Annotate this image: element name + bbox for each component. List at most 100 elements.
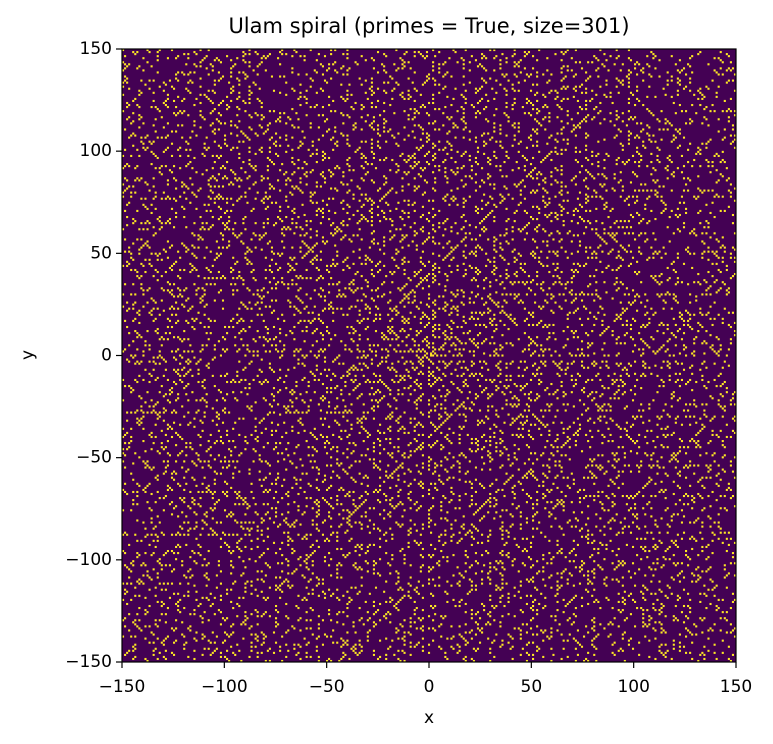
prime-cell — [395, 570, 398, 573]
prime-cell — [348, 372, 351, 375]
prime-cell — [228, 411, 231, 414]
prime-cell — [489, 175, 492, 178]
prime-cell — [623, 220, 626, 223]
prime-cell — [409, 417, 412, 420]
prime-cell — [587, 529, 590, 532]
prime-cell — [315, 185, 318, 188]
prime-cell — [340, 462, 343, 465]
prime-cell — [548, 429, 551, 432]
prime-cell — [421, 433, 424, 436]
prime-cell — [240, 497, 243, 500]
prime-cell — [415, 378, 418, 382]
prime-cell — [638, 234, 641, 237]
prime-cell — [319, 332, 322, 335]
prime-cell — [578, 423, 582, 426]
prime-cell — [248, 163, 251, 166]
prime-cell — [585, 307, 588, 310]
prime-cell — [344, 531, 347, 534]
prime-cell — [552, 556, 555, 559]
prime-cell — [589, 246, 592, 249]
prime-cell — [328, 303, 331, 306]
prime-cell — [634, 319, 637, 322]
prime-cell — [244, 435, 247, 439]
prime-cell — [458, 413, 461, 416]
prime-cell — [558, 281, 561, 284]
prime-cell — [456, 244, 459, 247]
prime-cell — [587, 464, 590, 467]
prime-cell — [401, 189, 404, 192]
prime-cell — [385, 140, 388, 143]
prime-cell — [540, 262, 543, 265]
prime-cell — [323, 295, 327, 298]
prime-cell — [642, 189, 645, 192]
prime-cell — [238, 380, 241, 384]
prime-cell — [476, 395, 480, 398]
prime-cell — [644, 574, 647, 577]
prime-cell — [432, 268, 435, 272]
prime-cell — [556, 218, 559, 221]
prime-cell — [456, 407, 459, 410]
prime-cell — [364, 356, 367, 359]
prime-cell — [399, 289, 402, 292]
prime-cell — [389, 307, 392, 310]
prime-cell — [562, 509, 565, 512]
prime-cell — [270, 201, 273, 204]
prime-cell — [295, 397, 298, 400]
prime-cell — [517, 570, 520, 573]
prime-cell — [348, 495, 351, 498]
prime-cell — [605, 205, 608, 208]
prime-cell — [593, 539, 596, 542]
prime-cell — [536, 246, 539, 249]
prime-cell — [387, 301, 390, 304]
prime-cell — [297, 533, 300, 536]
prime-cell — [283, 234, 286, 237]
prime-cell — [599, 415, 602, 418]
prime-cell — [613, 177, 616, 180]
prime-cell — [444, 354, 447, 357]
prime-cell — [644, 183, 647, 186]
prime-cell — [554, 505, 557, 508]
prime-cell — [576, 433, 579, 436]
prime-cell — [283, 421, 286, 424]
prime-cell — [544, 409, 547, 412]
prime-cell — [466, 470, 469, 473]
prime-cell — [495, 490, 498, 494]
prime-cell — [336, 254, 339, 257]
prime-cell — [226, 246, 229, 249]
prime-cell — [499, 140, 502, 143]
prime-cell — [558, 374, 561, 377]
prime-cell — [272, 448, 276, 451]
prime-cell — [419, 301, 422, 304]
prime-cell — [419, 167, 422, 170]
prime-cell — [603, 232, 606, 235]
prime-cell — [311, 543, 314, 546]
prime-cell — [583, 354, 586, 357]
prime-cell — [574, 382, 577, 386]
prime-cell — [572, 177, 575, 180]
prime-cell — [211, 224, 214, 227]
prime-cell — [242, 283, 245, 286]
prime-cell — [483, 311, 486, 314]
prime-cell — [258, 295, 261, 298]
prime-cell — [409, 385, 412, 388]
prime-cell — [205, 332, 208, 335]
prime-cell — [421, 482, 424, 485]
prime-cell — [219, 195, 222, 198]
prime-cell — [311, 246, 314, 249]
prime-cell — [307, 148, 310, 151]
prime-cell — [460, 525, 463, 528]
prime-cell — [589, 311, 592, 314]
prime-cell — [576, 234, 579, 237]
prime-cell — [279, 356, 282, 359]
prime-cell — [228, 513, 231, 516]
prime-cell — [340, 201, 343, 204]
prime-cell — [601, 250, 604, 253]
prime-cell — [440, 407, 443, 410]
prime-cell — [450, 189, 453, 192]
prime-cell — [464, 366, 467, 369]
prime-cell — [521, 435, 524, 439]
prime-cell — [534, 399, 537, 402]
prime-cell — [301, 399, 304, 402]
prime-cell — [305, 305, 308, 308]
prime-cell — [336, 539, 339, 542]
